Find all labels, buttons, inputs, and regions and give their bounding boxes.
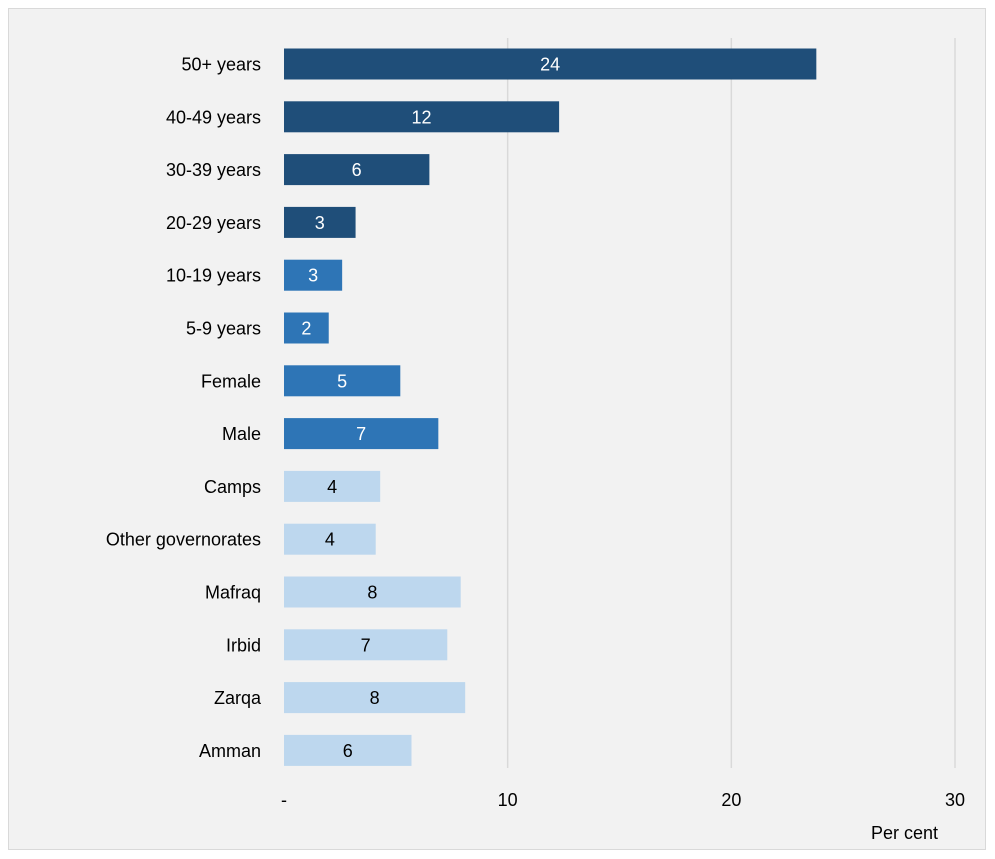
bar <box>284 259 343 291</box>
bar-value-label: 12 <box>412 107 432 127</box>
x-axis-tick-labels: - 10 20 30 <box>281 790 965 810</box>
category-labels: 50+ years 40-49 years 30-39 years 20-29 yea… <box>106 55 262 761</box>
bar-value-label: 5 <box>337 371 347 391</box>
category-label: 50+ years <box>181 55 261 75</box>
bar <box>284 682 466 714</box>
category-label: 20-29 years <box>166 213 261 233</box>
bar <box>284 523 376 555</box>
bar <box>284 101 560 133</box>
category-label: Female <box>201 371 261 391</box>
bar <box>284 576 461 608</box>
bar-value-label: 4 <box>325 530 335 550</box>
bar-value-label: 6 <box>352 160 362 180</box>
bar-value-label: 2 <box>301 319 311 339</box>
category-label: Male <box>222 424 261 444</box>
bar <box>284 734 412 766</box>
category-label: 10-19 years <box>166 266 261 286</box>
bar <box>284 629 448 661</box>
category-label: Other governorates <box>106 530 261 550</box>
category-label: Irbid <box>226 635 261 655</box>
x-tick-label: 30 <box>945 790 965 810</box>
x-tick-label: - <box>281 790 287 810</box>
bar-value-label: 3 <box>315 213 325 233</box>
bar-value-label: 4 <box>327 477 337 497</box>
bar-value-label: 24 <box>540 55 560 75</box>
bar <box>284 418 439 450</box>
gridlines <box>506 38 956 768</box>
bars <box>284 48 817 766</box>
category-label: 40-49 years <box>166 107 261 127</box>
x-axis-title: Per cent <box>871 823 938 843</box>
bar-value-label: 7 <box>356 424 366 444</box>
bar <box>284 365 401 397</box>
bar <box>284 48 817 80</box>
x-tick-label: 20 <box>721 790 741 810</box>
bar <box>284 154 430 186</box>
bar-value-label: 8 <box>370 688 380 708</box>
bar-value-label: 7 <box>361 635 371 655</box>
bar <box>284 206 356 238</box>
category-label: 30-39 years <box>166 160 261 180</box>
bar-value-label: 3 <box>308 266 318 286</box>
category-label: Camps <box>204 477 261 497</box>
x-tick-label: 10 <box>498 790 518 810</box>
category-label: Mafraq <box>205 583 261 603</box>
chart-background <box>8 8 986 850</box>
data-labels: 24 12 6 3 3 2 5 7 4 4 8 7 8 6 <box>301 55 560 761</box>
bar <box>284 312 329 344</box>
bar-value-label: 6 <box>343 741 353 761</box>
category-label: 5-9 years <box>186 319 261 339</box>
category-label: Zarqa <box>214 688 262 708</box>
bar <box>284 470 381 502</box>
category-label: Amman <box>199 741 261 761</box>
bar-value-label: 8 <box>367 583 377 603</box>
